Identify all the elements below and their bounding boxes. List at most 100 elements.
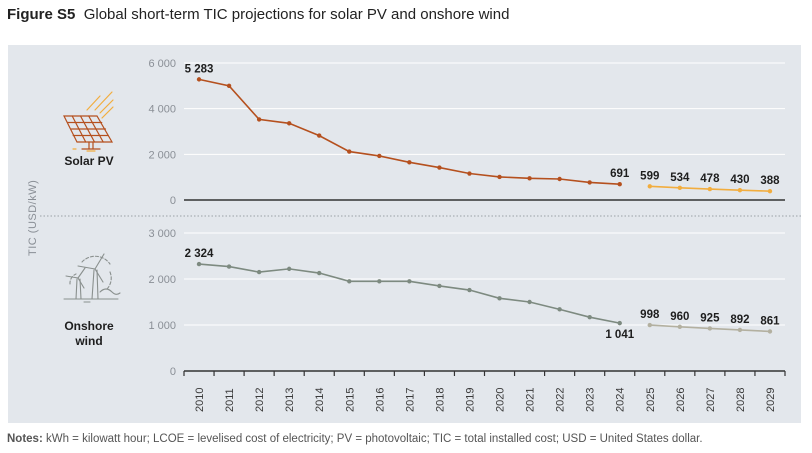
data-label: 2 324 [185,248,214,260]
series-label-wind-line1: Onshore [64,319,114,333]
data-point [196,77,202,82]
data-point [467,287,472,293]
data-point [737,187,743,193]
y-tick-label: 0 [170,366,176,378]
figure-notes: Notes: kWh = kilowatt hour; LCOE = level… [7,433,703,445]
figure-label: Figure S5 [7,6,76,23]
data-label: 892 [730,314,749,326]
data-point [527,176,532,181]
data-point [527,299,532,305]
data-point [256,117,262,122]
data-point [617,182,622,187]
data-point [317,270,322,276]
data-point [286,266,292,272]
series-line-historical [198,263,620,324]
figure-title-text: Global short-term TIC projections for so… [83,6,510,23]
x-tick-label: 2027 [705,388,717,412]
x-tick-label: 2010 [194,388,206,412]
data-point [767,188,773,194]
wind-data-labels: 2 324 1 041 998 960 925 892 861 [185,248,781,341]
x-tick-label: 2016 [374,388,386,412]
solar-gridlines [184,62,785,201]
x-tick-label: 2020 [495,388,507,412]
x-axis: 2010 2011 2012 2013 2014 2015 2016 2017 2018 2019… [183,370,786,412]
data-point [377,153,382,159]
data-label: 534 [670,172,690,184]
y-axis-title: TIC (USD/kW) [27,180,39,256]
data-point [497,296,502,301]
data-point [767,329,773,334]
solar-data-labels: 5 283 691 599 534 478 430 388 [185,63,781,187]
data-point [196,261,202,267]
x-tick-label: 2026 [675,388,687,412]
data-label: 998 [640,309,660,321]
data-point [377,279,382,284]
y-tick-label: 3 000 [148,228,176,240]
x-tick-label: 2015 [344,388,356,412]
data-point [557,307,562,312]
data-point [226,264,232,269]
data-label: 5 283 [185,63,214,75]
series-line-historical [198,78,620,186]
data-point [437,283,442,289]
data-point [286,121,292,126]
data-point [707,186,713,192]
series-label-wind-line2: wind [74,334,102,348]
data-label: 430 [730,174,749,186]
figure-title: Figure S5 Global short-term TIC projecti… [7,6,509,23]
data-point [407,279,412,284]
data-label: 388 [760,175,780,187]
x-tick-label: 2019 [464,388,476,412]
data-label: 599 [640,170,659,182]
data-point [587,180,592,185]
y-tick-label: 2 000 [148,274,176,286]
data-point [677,324,683,330]
wind-gridlines [184,232,785,326]
wind-y-ticks: 0 1 000 2 000 3 000 [148,228,176,378]
data-label: 691 [610,168,630,180]
data-label: 960 [670,311,689,323]
x-tick-label: 2021 [525,388,537,412]
data-point [347,279,352,284]
y-tick-label: 2 000 [148,149,176,161]
solar-series [196,77,773,194]
data-point [347,149,352,154]
data-point [317,133,322,138]
y-tick-label: 6 000 [148,58,176,70]
data-point [226,83,232,89]
x-tick-label: 2012 [254,388,266,412]
data-point [437,165,442,170]
x-tick-label: 2028 [735,388,747,412]
solar-y-ticks: 0 2 000 4 000 6 000 [148,58,176,207]
x-tick-label: 2023 [585,388,597,412]
x-tick-label: 2024 [615,388,627,412]
data-point [557,176,562,182]
data-label: 1 041 [605,329,634,341]
notes-label: Notes: [7,433,43,445]
x-tick-label: 2025 [645,388,657,412]
x-tick-label: 2017 [404,388,416,412]
solar-panel-icon [63,91,114,152]
data-point [707,326,713,331]
data-point [587,314,592,320]
series-label-solar: Solar PV [64,154,113,168]
data-point [737,327,743,333]
data-point [497,174,502,180]
x-tick-label: 2018 [434,388,446,412]
wind-turbine-icon [63,253,121,303]
data-label: 478 [700,173,720,185]
data-label: 925 [700,312,720,324]
chart-panel [8,45,801,423]
data-point [617,320,622,326]
y-tick-label: 4 000 [148,104,176,116]
data-point [407,160,412,165]
data-point [677,185,683,191]
x-tick-label: 2013 [284,388,296,412]
data-point [467,171,472,176]
data-point [647,184,652,189]
x-tick-label: 2014 [314,388,326,412]
wind-series [196,261,773,334]
x-tick-label: 2022 [555,388,567,412]
data-label: 861 [760,315,780,327]
